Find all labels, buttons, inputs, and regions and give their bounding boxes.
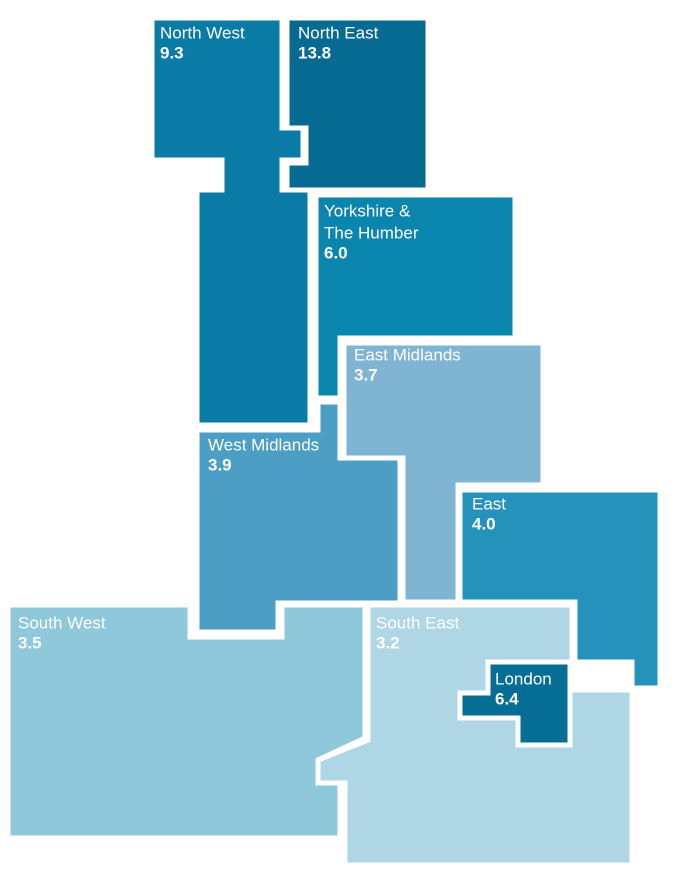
region-value: 13.8 xyxy=(298,43,331,62)
region-value: 3.7 xyxy=(354,365,378,384)
region-value: 4.0 xyxy=(472,514,496,533)
region-value: 6.4 xyxy=(495,689,519,708)
region xyxy=(194,399,403,635)
region-name: North West xyxy=(160,23,245,42)
region-name: East xyxy=(472,494,506,513)
region-value: 3.2 xyxy=(376,633,400,652)
region-name: North East xyxy=(298,23,379,42)
region-value: 6.0 xyxy=(324,243,348,262)
region-name: South West xyxy=(18,613,106,632)
region xyxy=(5,602,368,841)
region-name: The Humber xyxy=(324,223,419,242)
region xyxy=(313,192,518,401)
region-name: Yorkshire & xyxy=(324,201,411,220)
region-value: 9.3 xyxy=(160,43,184,62)
region xyxy=(284,15,431,193)
region-value: 3.9 xyxy=(208,455,232,474)
region-name: South East xyxy=(376,613,459,632)
region xyxy=(457,659,573,748)
region xyxy=(457,487,663,691)
region-value: 3.5 xyxy=(18,633,42,652)
region-name: East Midlands xyxy=(354,345,461,364)
region-name: London xyxy=(495,669,552,688)
region-name: West Midlands xyxy=(208,435,319,454)
